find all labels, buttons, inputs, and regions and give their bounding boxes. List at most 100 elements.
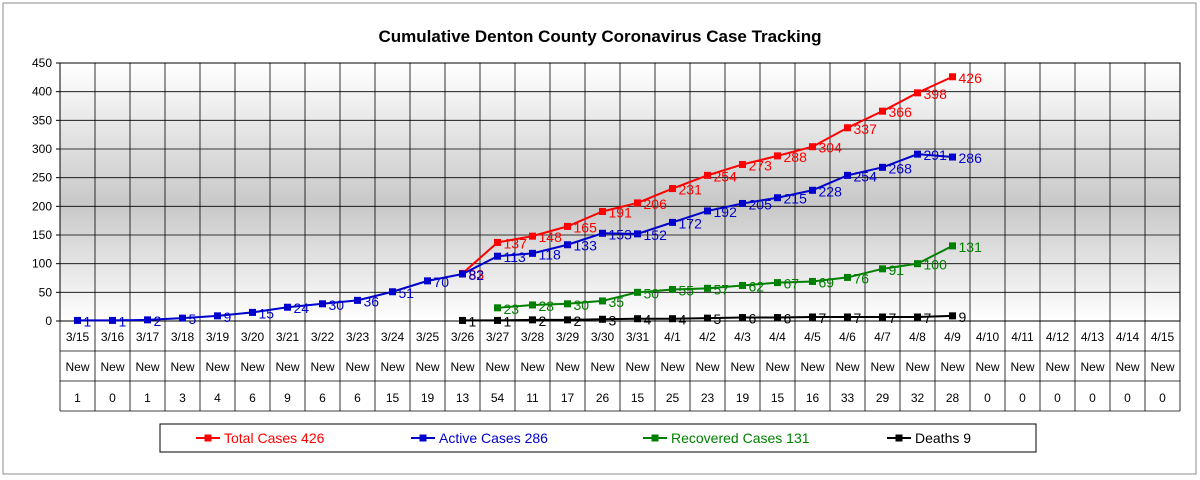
y-tick-label: 450 (32, 56, 52, 70)
table-row-label: New (975, 360, 999, 374)
deaths-data-label: 1 (469, 313, 477, 329)
total-cases-point (669, 185, 676, 193)
total-cases-data-label: 206 (644, 196, 668, 212)
x-tick-label: 4/13 (1081, 330, 1105, 344)
recovered-cases-point (494, 304, 501, 312)
x-tick-label: 3/25 (416, 330, 440, 344)
active-cases-point (389, 288, 396, 296)
total-cases-point (634, 199, 641, 207)
table-row-label: New (555, 360, 579, 374)
total-cases-data-label: 398 (924, 86, 948, 102)
recovered-cases-data-label: 62 (749, 278, 765, 294)
x-tick-label: 4/15 (1151, 330, 1175, 344)
x-tick-label: 3/20 (241, 330, 265, 344)
x-tick-label: 3/22 (311, 330, 335, 344)
total-cases-point (599, 207, 606, 215)
deaths-data-label: 7 (924, 310, 932, 326)
active-cases-point (494, 252, 501, 260)
recovered-cases-data-label: 35 (609, 294, 625, 310)
table-row-label: New (240, 360, 264, 374)
deaths-point (774, 314, 781, 322)
x-tick-label: 3/29 (556, 330, 580, 344)
new-cases-value: 1 (74, 391, 81, 405)
active-cases-point (844, 171, 851, 179)
active-cases-data-label: 268 (889, 160, 913, 176)
new-cases-value: 3 (179, 391, 186, 405)
recovered-cases-point (564, 300, 571, 308)
new-cases-value: 17 (561, 391, 575, 405)
data-table: 3/15 New 1 3/16 New 0 3/17 New 1 3/18 New 3 3/19 New 4… (60, 320, 1180, 412)
table-row-label: New (870, 360, 894, 374)
recovered-cases-point (879, 265, 886, 273)
recovered-cases-data-label: 67 (784, 276, 800, 292)
active-cases-data-label: 286 (959, 150, 983, 166)
x-tick-label: 3/23 (346, 330, 370, 344)
deaths-point (564, 316, 571, 324)
active-cases-data-label: 5 (189, 311, 197, 327)
new-cases-value: 28 (946, 391, 960, 405)
legend: Total Cases 426 Active Cases 286 Recovered… (159, 423, 1037, 453)
new-cases-value: 9 (284, 391, 291, 405)
deaths-data-label: 3 (609, 312, 617, 328)
x-tick-label: 3/18 (171, 330, 195, 344)
active-cases-data-label: 70 (434, 274, 450, 290)
new-cases-value: 11 (526, 391, 539, 405)
table-row-label: New (940, 360, 964, 374)
recovered-cases-point (669, 285, 676, 293)
table-row-label: New (275, 360, 299, 374)
table-row-label: New (380, 360, 404, 374)
recovered-cases-data-label: 28 (539, 298, 555, 314)
active-cases-data-label: 118 (539, 246, 562, 262)
x-tick-label: 4/2 (699, 330, 716, 344)
recovered-cases-point (634, 288, 641, 296)
total-cases-point (809, 143, 816, 151)
new-cases-value: 6 (249, 391, 256, 405)
new-cases-value: 15 (631, 391, 645, 405)
active-cases-point (704, 207, 711, 215)
new-cases-value: 0 (1054, 391, 1061, 405)
y-tick-label: 200 (32, 199, 52, 213)
table-row-label: New (695, 360, 719, 374)
active-cases-point (354, 296, 361, 304)
recovered-cases-data-label: 91 (889, 262, 905, 278)
new-cases-value: 6 (354, 391, 361, 405)
total-cases-data-label: 288 (784, 149, 808, 165)
new-cases-value: 0 (1124, 391, 1131, 405)
x-tick-label: 4/12 (1046, 330, 1070, 344)
active-cases-data-label: 172 (679, 215, 703, 231)
active-cases-point (774, 194, 781, 202)
recovered-cases-point (529, 301, 536, 309)
x-tick-label: 4/11 (1011, 330, 1034, 344)
active-cases-data-label: 1 (119, 313, 127, 329)
y-tick-label: 50 (39, 285, 53, 299)
total-cases-data-label: 137 (504, 235, 528, 251)
y-tick-label: 400 (32, 85, 52, 99)
x-tick-label: 3/31 (626, 330, 650, 344)
x-tick-label: 3/24 (381, 330, 405, 344)
recovered-cases-data-label: 76 (854, 270, 870, 286)
active-cases-data-label: 9 (224, 309, 232, 325)
deaths-point (494, 316, 501, 324)
active-cases-data-label: 205 (749, 196, 773, 212)
deaths-point (739, 314, 746, 322)
active-cases-point (529, 249, 536, 257)
y-tick-label: 0 (45, 314, 52, 328)
active-cases-data-label: 228 (819, 183, 843, 199)
total-cases-point (949, 73, 956, 81)
y-tick-label: 150 (32, 228, 52, 242)
y-tick-label: 300 (32, 142, 52, 156)
table-row-label: New (345, 360, 369, 374)
chart-title: Cumulative Denton County Coronavirus Cas… (378, 27, 821, 46)
new-cases-value: 0 (1159, 391, 1166, 405)
total-cases-data-label: 273 (749, 157, 773, 173)
table-row-label: New (1045, 360, 1069, 374)
active-cases-point (109, 316, 116, 324)
active-cases-data-label: 291 (924, 147, 948, 163)
legend-swatch-marker-active-cases (419, 434, 427, 442)
x-tick-label: 4/8 (909, 330, 926, 344)
recovered-cases-data-label: 55 (679, 282, 695, 298)
recovered-cases-data-label: 69 (819, 274, 835, 290)
new-cases-value: 54 (491, 391, 505, 405)
